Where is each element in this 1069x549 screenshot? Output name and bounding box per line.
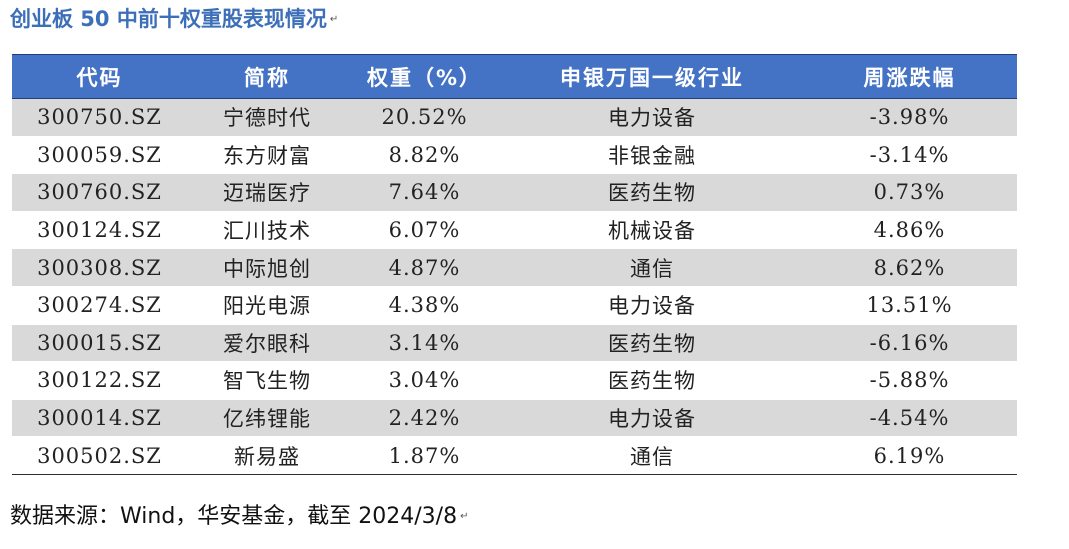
cell-code: 300059.SZ (37, 142, 162, 167)
cell-code: 300014.SZ (37, 406, 162, 431)
cell-change: -6.16% (869, 330, 950, 355)
header-industry: 申银万国一级行业 (560, 65, 744, 90)
cell-code: 300760.SZ (37, 180, 162, 205)
cell-weight: 7.64% (388, 180, 461, 205)
cell-industry: 通信 (630, 256, 674, 281)
cell-name: 亿纬锂能 (223, 407, 311, 432)
cell-weight: 6.07% (388, 218, 461, 243)
cell-code: 300750.SZ (37, 105, 162, 130)
table-title: 创业板 50 中前十权重股表现情况 ↵ (10, 4, 338, 34)
table-row: 300502.SZ 新易盛 1.87% 通信 6.19% (12, 437, 1017, 475)
header-code: 代码 (76, 65, 123, 90)
cell-code: 300274.SZ (37, 293, 162, 318)
cell-weight: 20.52% (381, 105, 468, 130)
header-weight: 权重（%） (366, 65, 483, 90)
header-name: 简称 (244, 65, 290, 90)
cell-name: 智飞生物 (223, 369, 311, 394)
cell-code: 300124.SZ (37, 218, 162, 243)
cell-code: 300308.SZ (37, 255, 162, 280)
cell-change: -3.98% (869, 105, 950, 130)
cell-code: 300502.SZ (37, 443, 162, 468)
cell-change: 13.51% (866, 293, 953, 318)
stock-weight-table: 代码 简称 权重（%） 申银万国一级行业 周涨跌幅 300750.SZ 宁德时代… (12, 54, 1017, 475)
cell-name: 汇川技术 (223, 219, 311, 244)
cell-weight: 2.42% (388, 406, 461, 431)
source-note: 数据来源：Wind，华安基金，截至 2024/3/8 ↵ (10, 500, 468, 534)
cell-name: 宁德时代 (223, 106, 311, 131)
header-change: 周涨跌幅 (863, 65, 956, 90)
cell-industry: 通信 (630, 444, 674, 469)
table-row: 300760.SZ 迈瑞医疗 7.64% 医药生物 0.73% (12, 174, 1017, 212)
table-row: 300274.SZ 阳光电源 4.38% 电力设备 13.51% (12, 286, 1017, 325)
cell-weight: 3.14% (388, 330, 461, 355)
table-row: 300059.SZ 东方财富 8.82% 非银金融 -3.14% (12, 136, 1017, 175)
source-text: 数据来源：Wind，华安基金，截至 2024/3/8 (10, 504, 458, 529)
cell-name: 阳光电源 (223, 294, 311, 319)
cell-industry: 非银金融 (608, 143, 696, 168)
table-row: 300750.SZ 宁德时代 20.52% 电力设备 -3.98% (12, 99, 1017, 137)
cell-industry: 医药生物 (608, 181, 696, 206)
paragraph-mark-icon: ↵ (329, 14, 339, 25)
cell-industry: 医药生物 (608, 331, 696, 356)
cell-name: 迈瑞医疗 (223, 181, 311, 206)
cell-name: 新易盛 (234, 444, 300, 469)
cell-industry: 电力设备 (608, 294, 696, 319)
cell-weight: 8.82% (388, 142, 461, 167)
cell-change: -5.88% (869, 368, 950, 393)
table-header-row: 代码 简称 权重（%） 申银万国一级行业 周涨跌幅 (12, 55, 1017, 99)
cell-change: 8.62% (873, 255, 946, 280)
table-row: 300124.SZ 汇川技术 6.07% 机械设备 4.86% (12, 211, 1017, 250)
cell-weight: 4.87% (388, 255, 461, 280)
cell-change: 0.73% (873, 180, 946, 205)
cell-weight: 1.87% (388, 443, 461, 468)
cell-industry: 机械设备 (608, 219, 696, 244)
table-row: 300015.SZ 爱尔眼科 3.14% 医药生物 -6.16% (12, 324, 1017, 363)
cell-code: 300015.SZ (37, 330, 162, 355)
table-title-text: 创业板 50 中前十权重股表现情况 (10, 7, 327, 31)
cell-change: 4.86% (873, 218, 946, 243)
table-row: 300308.SZ 中际旭创 4.87% 通信 8.62% (12, 249, 1017, 287)
table-row: 300122.SZ 智飞生物 3.04% 医药生物 -5.88% (12, 362, 1017, 400)
cell-change: -4.54% (869, 406, 950, 431)
table-row: 300014.SZ 亿纬锂能 2.42% 电力设备 -4.54% (12, 399, 1017, 438)
paragraph-mark-icon: ↵ (460, 511, 469, 522)
cell-change: -3.14% (869, 142, 950, 167)
cell-name: 东方财富 (223, 143, 311, 168)
cell-change: 6.19% (873, 443, 946, 468)
cell-weight: 4.38% (388, 293, 461, 318)
cell-industry: 电力设备 (608, 407, 696, 432)
cell-industry: 医药生物 (608, 369, 696, 394)
cell-weight: 3.04% (388, 368, 461, 393)
cell-code: 300122.SZ (37, 368, 162, 393)
cell-name: 中际旭创 (223, 256, 311, 281)
cell-industry: 电力设备 (608, 106, 696, 131)
cell-name: 爱尔眼科 (223, 331, 311, 356)
